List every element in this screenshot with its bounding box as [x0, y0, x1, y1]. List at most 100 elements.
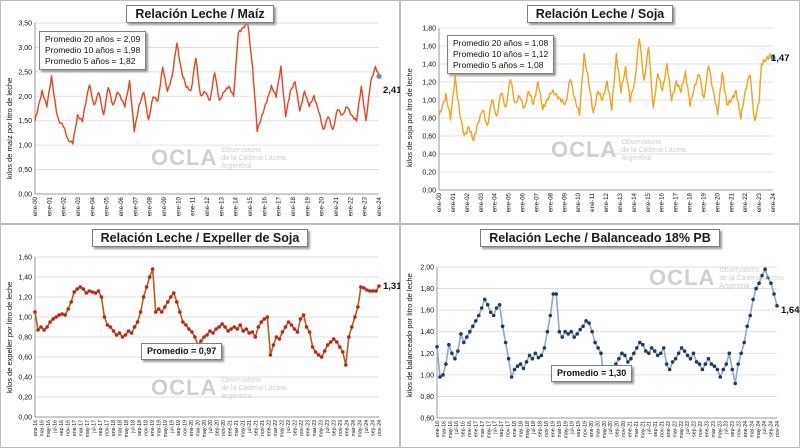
x-tick-label: ene-07 [533, 192, 540, 212]
x-tick-label: may-20 [602, 421, 608, 438]
data-point [205, 333, 209, 337]
data-point [727, 351, 732, 356]
data-point [181, 320, 185, 324]
x-tick-label: mar-20 [195, 420, 201, 437]
x-tick-label: ene-12 [204, 196, 211, 216]
data-point [166, 300, 170, 304]
data-point [347, 335, 351, 339]
x-tick-label: sep-23 [730, 421, 736, 437]
data-point [344, 363, 348, 367]
data-point [256, 325, 261, 329]
data-point [629, 356, 633, 361]
data-point [635, 346, 639, 350]
x-tick-label: nov-19 [182, 420, 188, 436]
x-tick-label: sep-24 [769, 421, 775, 437]
x-tick-label: sep-20 [615, 421, 621, 437]
x-tick-label: ene-00 [32, 196, 39, 216]
data-point [641, 342, 645, 347]
data-point [772, 292, 776, 296]
data-point [500, 324, 505, 329]
data-point [527, 353, 532, 358]
x-tick-label: may-16 [46, 420, 52, 437]
average-5y: Promedio 5 años = 1,82 [45, 56, 136, 66]
x-tick-label: ene-22 [267, 420, 273, 436]
y-tick-label: 2,00 [18, 94, 32, 101]
data-point [563, 329, 567, 334]
x-tick-label: ene-04 [492, 192, 499, 212]
data-point [45, 325, 49, 329]
data-point [718, 375, 723, 379]
data-point [87, 289, 92, 293]
data-point [745, 324, 749, 329]
x-tick-label: nov-17 [506, 421, 512, 437]
x-tick-label: may-16 [448, 421, 454, 438]
data-point [438, 375, 442, 379]
x-tick-label: ene-07 [132, 196, 139, 216]
data-point [488, 310, 493, 315]
y-tick-label: 1,60 [422, 44, 436, 51]
data-point [78, 285, 83, 289]
x-tick-label: mar-24 [749, 421, 755, 438]
x-tick-label: jul-22 [685, 421, 691, 435]
data-point [497, 303, 502, 307]
last-value-label: 1,47 [771, 53, 790, 64]
data-point [712, 364, 717, 368]
x-tick-label: ene-22 [742, 192, 749, 212]
data-point [84, 291, 89, 295]
x-tick-label: mar-17 [78, 420, 84, 437]
x-tick-label: jul-17 [91, 420, 97, 434]
data-point [530, 356, 535, 361]
x-tick-label: jul-21 [647, 421, 653, 435]
data-point [596, 346, 600, 350]
x-tick-label: jul-19 [570, 421, 576, 435]
x-tick-label: ene-20 [319, 196, 326, 216]
y-tick-label: 1,20 [420, 351, 434, 358]
data-point [105, 323, 110, 327]
data-point [569, 329, 573, 334]
y-tick-label: 0,60 [422, 134, 436, 141]
x-tick-label: ene-20 [189, 420, 195, 436]
data-point [253, 335, 258, 339]
x-tick-label: ene-09 [561, 192, 568, 212]
x-tick-label: nov-24 [775, 421, 781, 437]
data-point [99, 295, 104, 299]
data-point [60, 312, 64, 316]
x-tick-label: nov-21 [260, 420, 266, 436]
data-point [277, 337, 282, 341]
x-tick-label: mar-19 [557, 421, 563, 438]
data-point [623, 353, 627, 358]
x-tick-label: may-22 [679, 421, 685, 438]
x-tick-label: ene-17 [673, 192, 680, 212]
data-point [193, 335, 197, 339]
y-tick-label: 0,20 [18, 395, 32, 402]
averages-box: Promedio 20 años = 2,09 Promedio 10 años… [39, 31, 147, 70]
data-point [545, 329, 550, 334]
y-tick-label: 0,80 [18, 335, 32, 342]
x-tick-label: sep-23 [332, 420, 338, 436]
data-point [262, 317, 267, 321]
y-tick-label: 1,80 [422, 26, 436, 33]
data-point [51, 317, 55, 321]
data-point [93, 291, 98, 295]
data-point [515, 364, 520, 368]
data-point [169, 295, 173, 299]
x-tick-label: ene-15 [247, 196, 254, 216]
data-point [548, 313, 553, 318]
x-tick-label: ene-03 [478, 192, 485, 212]
y-tick-label: 2,00 [420, 265, 434, 272]
x-tick-label: ene-23 [306, 420, 312, 436]
x-tick-label: jul-16 [454, 421, 460, 435]
data-point [163, 305, 167, 309]
data-point [353, 315, 357, 319]
data-point [322, 349, 327, 353]
data-point [524, 360, 529, 364]
x-tick-label: ene-00 [436, 192, 443, 212]
x-tick-label: ene-18 [512, 421, 518, 437]
x-tick-label: ene-02 [464, 192, 471, 212]
data-point [232, 325, 236, 329]
data-point [199, 339, 203, 343]
x-tick-label: ene-16 [261, 196, 268, 216]
x-tick-label: ene-17 [473, 421, 479, 437]
x-tick-label: ene-14 [631, 192, 638, 212]
data-point [247, 331, 251, 335]
